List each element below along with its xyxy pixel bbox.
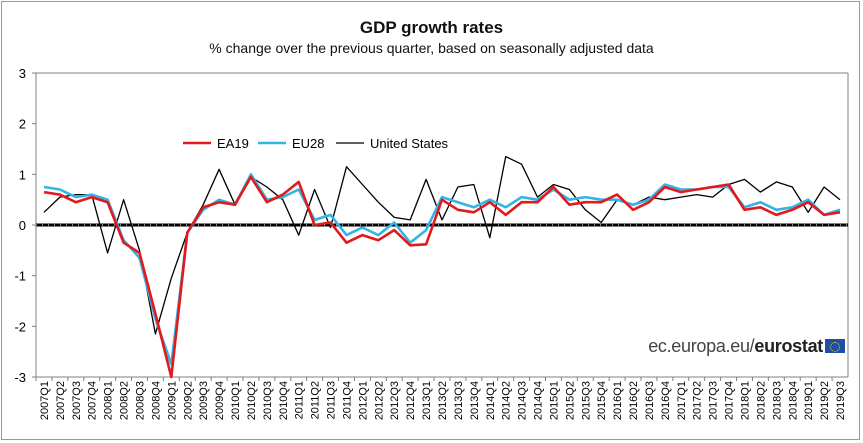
x-tick-label: 2009Q4 (214, 381, 226, 420)
legend-label-ea19: EA19 (217, 136, 249, 151)
x-tick-label: 2015Q1 (548, 381, 560, 420)
x-tick-label: 2012Q2 (373, 381, 385, 420)
y-tick-label: -3 (14, 370, 26, 385)
series-line-ea19 (43, 175, 841, 379)
x-tick-label: 2017Q3 (708, 381, 720, 420)
x-tick-label: 2008Q1 (103, 381, 115, 420)
x-tick-label: 2014Q3 (517, 381, 529, 420)
x-tick-label: 2016Q1 (612, 381, 624, 420)
y-tick-label: 1 (19, 167, 26, 182)
legend-label-united-states: United States (370, 136, 449, 151)
x-tick-label: 2008Q4 (150, 381, 162, 420)
x-tick-label: 2013Q2 (437, 381, 449, 420)
x-tick-label: 2014Q4 (533, 381, 545, 420)
x-tick-label: 2014Q1 (485, 381, 497, 420)
x-tick-label: 2018Q2 (755, 381, 767, 420)
x-tick-label: 2015Q2 (564, 381, 576, 420)
x-tick-label: 2007Q3 (71, 381, 83, 420)
x-tick-label: 2018Q4 (787, 381, 799, 420)
x-tick-label: 2008Q2 (119, 381, 131, 420)
x-tick-label: 2007Q1 (39, 381, 51, 420)
logo-url-prefix: ec.europa.eu/ (648, 336, 755, 356)
x-tick-label: 2013Q3 (453, 381, 465, 420)
x-tick-label: 2019Q2 (819, 381, 831, 420)
x-tick-label: 2011Q3 (326, 381, 338, 419)
eu-flag-icon (825, 339, 845, 353)
x-tick-label: 2016Q2 (628, 381, 640, 420)
x-tick-label: 2010Q4 (278, 381, 290, 420)
x-tick-label: 2011Q2 (310, 381, 322, 419)
x-tick-label: 2009Q3 (198, 381, 210, 420)
x-tick-label: 2007Q4 (87, 381, 99, 420)
x-tick-label: 2014Q2 (501, 381, 513, 420)
x-tick-label: 2017Q1 (676, 381, 688, 420)
x-tick-label: 2011Q1 (294, 381, 306, 419)
y-tick-label: 3 (19, 66, 26, 81)
x-tick-label: 2013Q1 (421, 381, 433, 420)
x-tick-label: 2010Q1 (230, 381, 242, 420)
y-tick-label: 2 (19, 117, 26, 132)
y-tick-label: -1 (14, 269, 26, 284)
x-tick-label: 2007Q2 (55, 381, 67, 420)
x-tick-label: 2018Q1 (740, 381, 752, 420)
y-tick-label: 0 (19, 218, 26, 233)
x-tick-label: 2013Q4 (469, 381, 481, 420)
x-tick-label: 2017Q2 (692, 381, 704, 420)
eurostat-logo: ec.europa.eu/eurostat (648, 336, 845, 357)
x-tick-label: 2018Q3 (771, 381, 783, 420)
x-tick-label: 2010Q2 (246, 381, 258, 420)
x-tick-label: 2017Q4 (724, 381, 736, 420)
x-tick-label: 2009Q1 (166, 381, 178, 420)
chart-subtitle: % change over the previous quarter, base… (209, 40, 654, 56)
x-tick-label: 2008Q3 (134, 381, 146, 420)
chart-title: GDP growth rates (359, 18, 504, 37)
x-tick-label: 2012Q4 (405, 381, 417, 420)
x-tick-label: 2015Q4 (596, 381, 608, 420)
x-tick-label: 2019Q1 (803, 381, 815, 420)
x-tick-label: 2011Q4 (341, 381, 353, 419)
logo-brand: eurostat (754, 336, 823, 356)
x-tick-label: 2009Q2 (182, 381, 194, 420)
x-tick-label: 2010Q3 (262, 381, 274, 420)
y-tick-label: -2 (14, 319, 26, 334)
x-tick-label: 2019Q3 (835, 381, 847, 420)
x-tick-label: 2012Q3 (389, 381, 401, 420)
x-tick-label: 2012Q1 (357, 381, 369, 420)
x-tick-label: 2015Q3 (580, 381, 592, 420)
series-line-united-states (43, 155, 841, 335)
x-tick-label: 2016Q3 (644, 381, 656, 420)
legend-label-eu28: EU28 (292, 136, 325, 151)
x-tick-label: 2016Q4 (660, 381, 672, 420)
